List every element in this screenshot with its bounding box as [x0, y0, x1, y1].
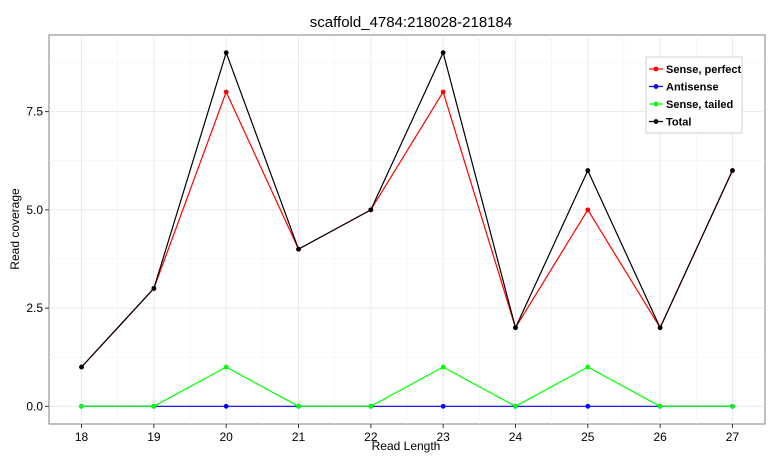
data-point-total: [296, 246, 301, 252]
legend: Sense, perfect Antisense Sense, tailed Tota…: [645, 56, 743, 134]
data-point-sense-perfect: [585, 207, 591, 213]
legend-item: Antisense: [649, 82, 719, 94]
axes: 0.0 2.5 5.0 7.5 18 19 20 21 22 23 24 25 26 27: [26, 105, 739, 444]
data-point-sense-tailed: [657, 403, 663, 409]
series-layer: [79, 50, 735, 409]
y-tick-label: 0.0: [26, 399, 43, 413]
data-point-sense-tailed: [730, 403, 735, 409]
series-line-total: [81, 52, 733, 368]
series-line-sense-perfect: [81, 91, 733, 368]
data-point-total: [657, 325, 663, 331]
data-point-antisense: [440, 403, 446, 409]
x-axis-title: Read Length: [372, 439, 441, 453]
x-tick-label: 20: [220, 430, 234, 444]
data-point-total: [585, 168, 591, 173]
data-point-total: [440, 50, 446, 56]
legend-item: Sense, perfect: [649, 64, 742, 76]
legend-marker: [653, 101, 659, 107]
data-point-sense-tailed: [440, 364, 446, 370]
data-point-sense-perfect: [440, 89, 446, 95]
data-point-sense-tailed: [223, 364, 229, 370]
legend-marker: [653, 119, 659, 124]
data-point-total: [151, 286, 157, 291]
data-point-sense-perfect: [223, 89, 229, 95]
data-point-total: [368, 207, 374, 213]
legend-label: Antisense: [666, 82, 719, 94]
y-tick-label: 5.0: [26, 203, 43, 217]
data-point-antisense: [223, 403, 229, 409]
x-tick-label: 23: [436, 430, 450, 444]
legend-label: Sense, tailed: [666, 99, 733, 111]
data-point-sense-tailed: [513, 403, 518, 409]
data-point-sense-tailed: [368, 403, 374, 409]
series-total: [79, 50, 735, 370]
data-point-sense-tailed: [585, 364, 591, 370]
series-line-sense-tailed: [81, 366, 733, 407]
x-tick-label: 27: [726, 430, 740, 444]
x-tick-label: 18: [75, 430, 89, 444]
legend-box: [645, 56, 743, 134]
legend-item: Sense, tailed: [649, 99, 733, 111]
data-point-total: [223, 50, 229, 56]
data-point-sense-tailed: [151, 403, 157, 409]
legend-item: Total: [649, 117, 691, 129]
x-tick-label: 24: [509, 430, 523, 444]
data-point-antisense: [585, 403, 591, 409]
chart-title: scaffold_4784:218028-218184: [310, 14, 512, 31]
x-tick-label: 25: [581, 430, 595, 444]
data-point-sense-tailed: [296, 403, 301, 409]
legend-marker: [653, 66, 659, 72]
x-tick-label: 19: [147, 430, 161, 444]
y-tick-label: 2.5: [26, 301, 43, 315]
series-sense-tailed: [79, 364, 735, 409]
legend-label: Total: [666, 117, 691, 129]
data-point-total: [730, 168, 735, 173]
data-point-total: [79, 364, 84, 370]
x-tick-label: 21: [292, 430, 306, 444]
legend-label: Sense, perfect: [666, 64, 742, 76]
data-point-total: [513, 325, 518, 331]
data-point-sense-tailed: [79, 403, 84, 409]
x-tick-label: 22: [364, 430, 378, 444]
y-axis-title: Read coverage: [8, 188, 22, 270]
y-tick-label: 7.5: [26, 105, 43, 119]
legend-marker: [653, 84, 659, 89]
x-tick-label: 26: [653, 430, 667, 444]
